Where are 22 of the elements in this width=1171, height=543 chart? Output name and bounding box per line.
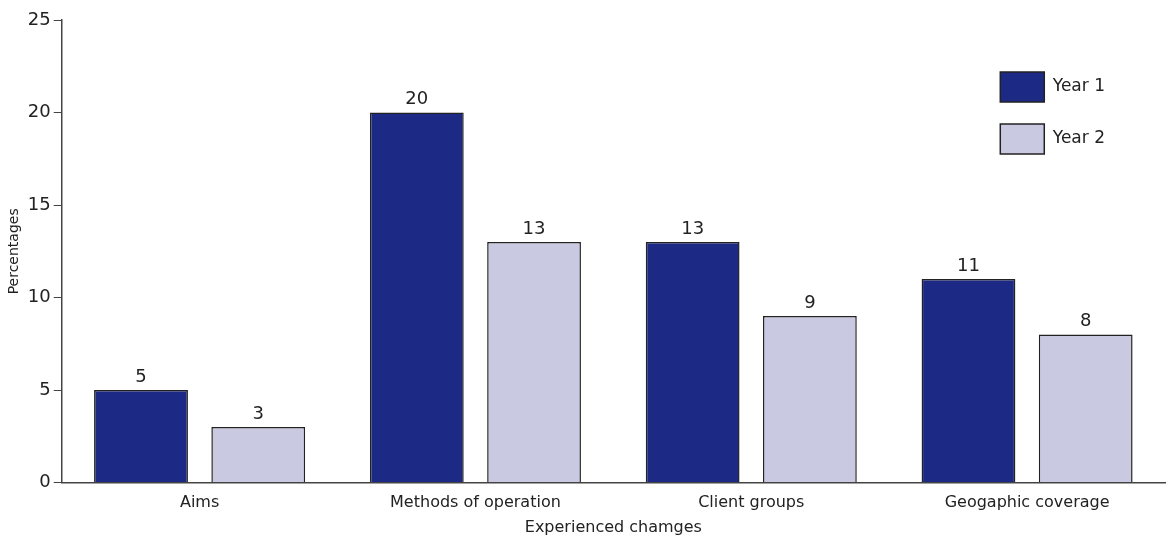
y-tick-label: 15 [27, 192, 51, 214]
x-tick-label: Methods of operation [390, 492, 561, 512]
y-axis-title: Percentages [5, 208, 22, 295]
y-tick-label: 20 [27, 100, 51, 122]
data-label: 13 [522, 216, 546, 238]
x-axis-title: Experienced chamges [524, 516, 702, 536]
legend-label: Year 2 [1051, 127, 1106, 148]
data-label: 20 [405, 87, 429, 109]
data-label: 8 [1079, 309, 1092, 331]
data-label: 3 [252, 401, 264, 423]
y-tick-label: 10 [27, 285, 51, 307]
data-label: 9 [804, 290, 816, 312]
x-tick-label: Geogaphic coverage [944, 492, 1110, 512]
data-label: 11 [957, 253, 980, 275]
y-tick-label: 5 [39, 377, 51, 399]
data-label: 5 [135, 364, 147, 386]
y-tick-label: 25 [27, 7, 51, 29]
y-tick-label: 0 [39, 470, 51, 492]
x-tick-label: Client groups [698, 492, 805, 512]
x-tick-label: Aims [179, 492, 220, 512]
data-label: 13 [681, 216, 705, 238]
legend-label: Year 1 [1051, 75, 1106, 96]
